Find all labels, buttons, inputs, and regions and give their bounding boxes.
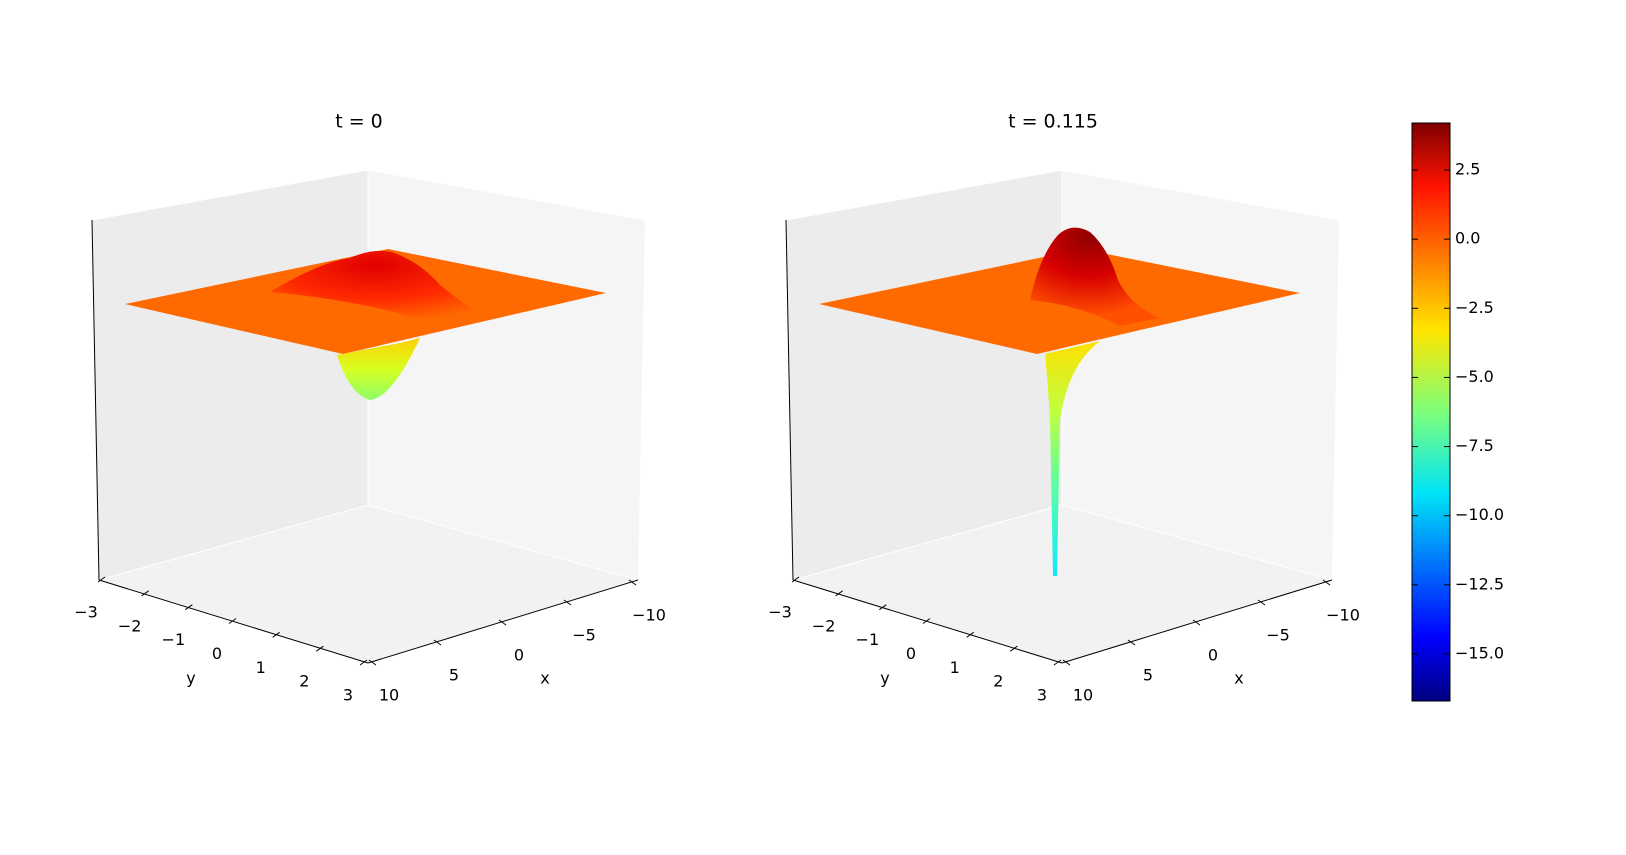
colorbar — [1411, 122, 1451, 702]
y-tick — [835, 590, 843, 597]
colorbar-tick-label: −5.0 — [1455, 367, 1494, 386]
y-axis-label: y — [880, 669, 889, 688]
x-tick — [1257, 599, 1266, 606]
y-tick-label: −1 — [856, 630, 880, 649]
colorbar-tick-label: −15.0 — [1455, 643, 1504, 662]
y-tick-label: 1 — [256, 658, 266, 677]
colorbar-tick-label: 0.0 — [1455, 229, 1480, 248]
y-tick-label: −1 — [162, 630, 186, 649]
colorbar-tick-label: −2.5 — [1455, 298, 1494, 317]
y-tick — [1010, 645, 1018, 652]
x-tick — [628, 579, 637, 586]
x-tick — [498, 619, 507, 626]
pane-edge — [792, 504, 1063, 581]
x-axis-label: x — [540, 669, 549, 688]
y-tick — [185, 604, 193, 611]
x-tick-label: −5 — [1266, 626, 1290, 645]
surface-trough — [1045, 341, 1100, 576]
x-tick-label: 5 — [1143, 666, 1153, 685]
x-tick-label: −10 — [1326, 606, 1360, 625]
x-tick — [433, 639, 442, 646]
x-axis-label: x — [1234, 669, 1243, 688]
y-tick — [359, 659, 368, 666]
x-tick — [1062, 659, 1071, 666]
pane-edge — [367, 504, 639, 581]
pane-edge — [98, 504, 369, 581]
x-tick-label: −5 — [572, 626, 596, 645]
surface-trough — [337, 338, 420, 400]
y-tick-label: −2 — [118, 616, 142, 635]
x-tick-label: 0 — [1208, 646, 1218, 665]
colorbar-tick-label: −10.0 — [1455, 505, 1504, 524]
x-axis — [367, 579, 639, 664]
x-tick — [1192, 619, 1201, 626]
y-tick-label: 2 — [993, 672, 1003, 691]
y-tick — [97, 576, 106, 583]
axes-title: t = 0 — [335, 111, 383, 133]
y-axis-label: y — [186, 669, 195, 688]
pane-edge — [1061, 169, 1340, 221]
x-tick — [563, 599, 572, 606]
y-tick — [272, 631, 280, 638]
pane-edge — [1061, 504, 1333, 581]
y-tick-label: 3 — [1037, 686, 1047, 705]
colorbar-tick-label: 2.5 — [1455, 160, 1480, 179]
y-tick — [316, 645, 324, 652]
x-tick — [1322, 579, 1331, 586]
y-tick — [141, 590, 149, 597]
y-tick — [791, 576, 800, 583]
pane-edge — [91, 169, 369, 221]
y-tick-label: −3 — [768, 603, 792, 622]
surface-peak — [1030, 227, 1160, 326]
pane-edge — [367, 169, 646, 221]
floor — [793, 505, 1332, 663]
y-tick — [228, 618, 237, 624]
y-tick-label: −3 — [74, 603, 98, 622]
colorbar-tick-label: −7.5 — [1455, 436, 1494, 455]
y-tick — [966, 631, 974, 638]
y-tick — [879, 604, 887, 611]
x-tick — [1127, 639, 1136, 646]
x-tick-label: 10 — [379, 686, 399, 705]
axes-title: t = 0.115 — [1008, 111, 1098, 133]
y-tick — [1053, 659, 1062, 666]
floor — [99, 505, 638, 663]
colorbar-tick-label: −12.5 — [1455, 574, 1504, 593]
x-tick — [368, 659, 377, 666]
x-axis — [1061, 579, 1333, 664]
y-tick-label: 2 — [299, 672, 309, 691]
z-axis — [91, 219, 100, 581]
y-tick-label: −2 — [812, 616, 836, 635]
pane-edge — [785, 169, 1063, 221]
y-tick — [922, 618, 931, 624]
x-tick-label: 5 — [449, 666, 459, 685]
y-tick-label: 3 — [343, 686, 353, 705]
y-tick-label: 0 — [906, 644, 916, 663]
x-tick-label: 0 — [514, 646, 524, 665]
y-tick-label: 1 — [950, 658, 960, 677]
x-tick-label: 10 — [1073, 686, 1093, 705]
surface-peak — [270, 250, 480, 322]
z-axis — [785, 219, 794, 581]
y-tick-label: 0 — [212, 644, 222, 663]
x-tick-label: −10 — [632, 606, 666, 625]
